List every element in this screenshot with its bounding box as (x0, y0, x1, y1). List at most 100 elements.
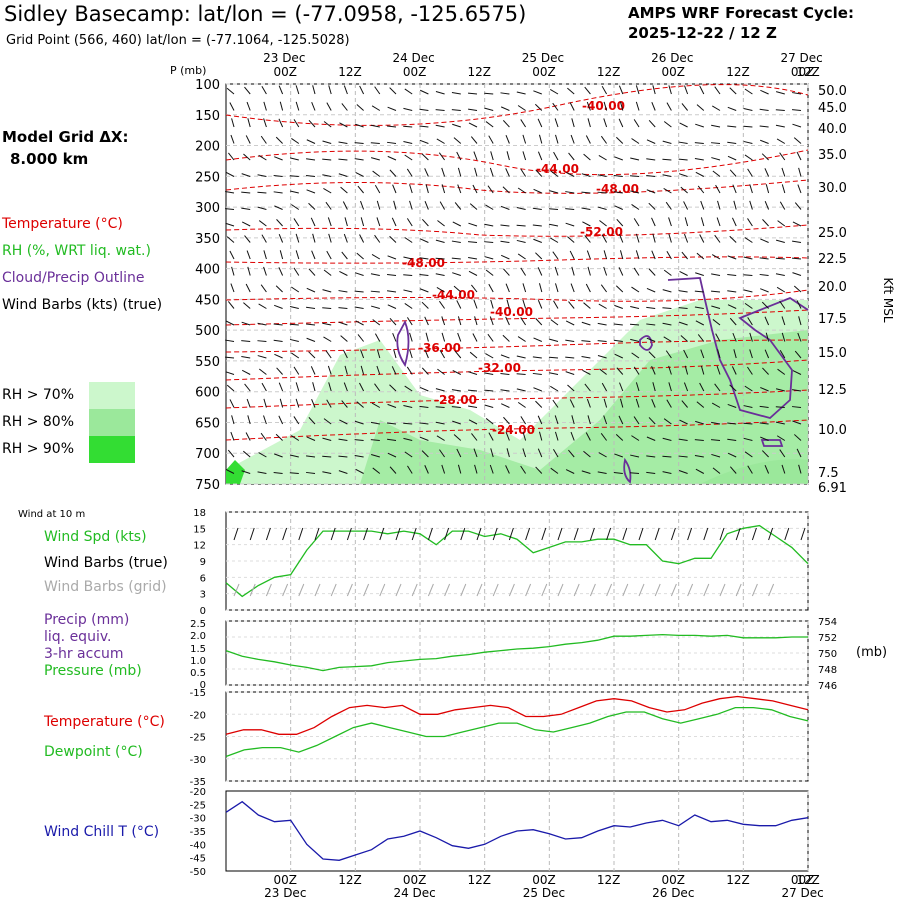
wind-barb (374, 234, 381, 243)
wind-barb (581, 321, 591, 326)
wind-barb (791, 406, 802, 408)
wind-barb (764, 200, 770, 210)
pressure-tick-label: 300 (195, 201, 220, 216)
wind-barb (522, 283, 527, 293)
wind-barb (311, 101, 316, 111)
legend-rh70-swatch (89, 382, 135, 409)
wind-barb (732, 332, 737, 342)
temperature-contour-label: -48.00 (596, 182, 639, 196)
wind-barb (699, 382, 705, 392)
wind-barb (435, 124, 445, 128)
wind-barb (613, 191, 623, 194)
wind-barb (727, 155, 737, 161)
wind-barb (731, 366, 737, 375)
kft-axis-label: Kft MSL (881, 277, 895, 322)
wind-barb-grid (573, 583, 580, 597)
wind-barb (306, 436, 316, 441)
wind-barb (613, 323, 623, 326)
wind-barb (792, 221, 802, 227)
wind-barb (680, 335, 688, 342)
wind-barb (451, 389, 461, 392)
wind-barb (631, 138, 640, 144)
wind-barb (601, 85, 608, 95)
wind-barb (306, 189, 316, 194)
precip-ytick-label: 0.5 (190, 668, 206, 679)
wind-barb (306, 287, 316, 293)
wind-barb (278, 85, 284, 95)
top-hour-label: 00Z (403, 65, 427, 79)
kft-tick-label: 17.5 (818, 312, 847, 327)
wind-barb (338, 290, 348, 293)
wind-barb (633, 119, 640, 128)
wind-barb (662, 437, 672, 441)
page-title: Sidley Basecamp: lat/lon = (-77.0958, -1… (4, 2, 527, 26)
wind-barb-true (314, 527, 320, 541)
wind-barb (646, 436, 656, 441)
wind-barb (406, 366, 413, 375)
wind-barb (356, 104, 364, 111)
wind-barb (306, 323, 316, 326)
wind-barb (225, 191, 235, 194)
wind-barb (344, 365, 348, 375)
wind-barb (538, 283, 543, 293)
wind-barb (436, 138, 445, 144)
wind-barb (683, 349, 689, 359)
wind-barb (452, 123, 461, 128)
wind-barb (711, 157, 721, 161)
wind-barb (468, 122, 478, 128)
kft-tick-label: 40.0 (818, 122, 847, 137)
wind-barb (716, 365, 721, 375)
wind-barb-grid (768, 583, 775, 597)
wind-barb (711, 124, 721, 128)
wind-barb (387, 290, 397, 293)
wind-barb (532, 372, 542, 375)
wind-barb (681, 103, 688, 111)
wind-barb (278, 382, 284, 392)
wind-barb (759, 405, 769, 408)
wind-barb (517, 336, 526, 342)
wind-barb (339, 419, 348, 425)
wind-barb (631, 204, 640, 210)
wind-barb (567, 384, 575, 392)
wind-barb (585, 432, 591, 441)
wind-barb (729, 384, 737, 392)
wind-barb (586, 250, 591, 260)
wind-ytick-label: 6 (200, 573, 206, 584)
wind-barb (295, 101, 300, 111)
wind-barb (683, 201, 689, 210)
wind-barb (485, 353, 494, 359)
wind-barb (231, 266, 235, 276)
wind-barb (241, 321, 251, 326)
wind-barb (648, 417, 656, 425)
wind-barb (520, 267, 527, 276)
wind-barb (516, 239, 526, 243)
wind-barb-grid (622, 583, 629, 597)
wind-ytick-label: 15 (193, 524, 206, 535)
wind-barb (404, 303, 413, 309)
wind-barb (700, 365, 705, 375)
top-date-label: 26 Dec (651, 51, 693, 65)
wind-barb (744, 385, 753, 392)
wind-barb (502, 334, 510, 342)
wind-barb (743, 107, 753, 111)
wind-barb (762, 367, 769, 375)
wind-barb (583, 153, 591, 161)
wind-barb (760, 238, 769, 243)
pressure-ytick-label: 752 (818, 633, 837, 644)
wind-barb (759, 422, 769, 425)
wind-barb (244, 235, 251, 243)
wind-barb-grid (719, 583, 726, 597)
wind-barb (505, 316, 510, 326)
wind-barb (679, 419, 688, 425)
wind-barb (468, 405, 478, 408)
wind-barb (568, 301, 575, 309)
wind-barb (678, 158, 688, 161)
wind-barb (761, 153, 769, 161)
wind-barb (386, 422, 397, 425)
wind-barb (355, 468, 364, 474)
wind-barb (424, 316, 429, 326)
wind-barb (278, 415, 284, 425)
wind-barb (306, 306, 316, 309)
wind-barb (537, 151, 543, 161)
